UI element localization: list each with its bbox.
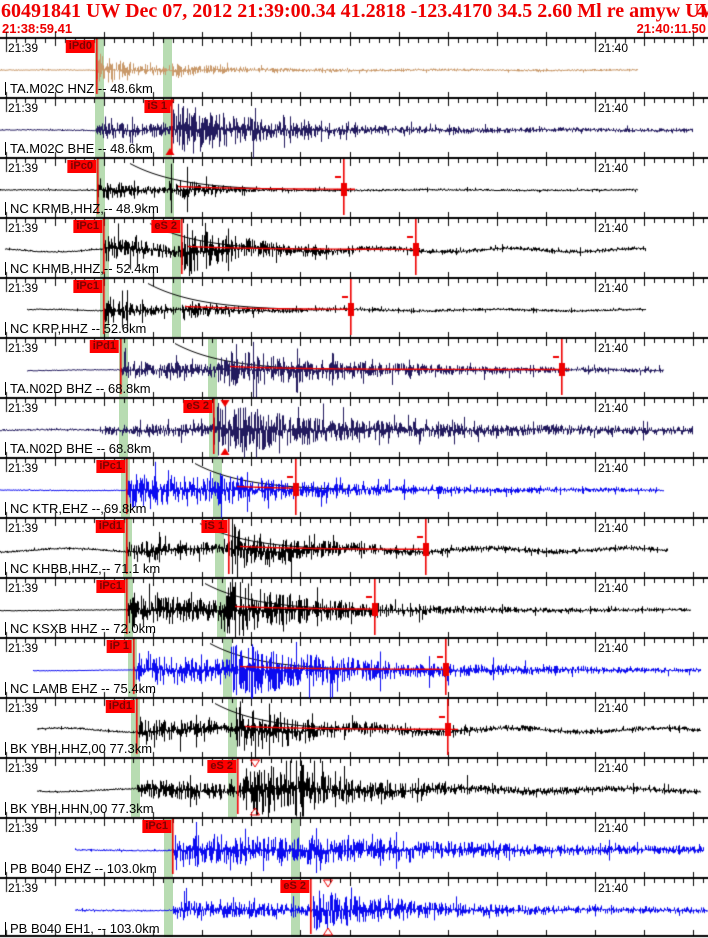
- phase-pick-label[interactable]: iPc1: [96, 460, 125, 473]
- trace-start-time: 21:39: [8, 221, 39, 235]
- station-label: BK YBH,HHZ,00 77.3km: [5, 742, 152, 755]
- phase-pick-label[interactable]: iP 1: [106, 640, 132, 653]
- phase-pick-label[interactable]: iPc1: [73, 280, 102, 293]
- station-label: BK YBH,HHN,00 77.3km: [5, 802, 154, 815]
- station-label: TA.M02C BHE -- 48.6km: [5, 142, 153, 155]
- phase-pick-label[interactable]: iPd0: [65, 40, 95, 53]
- phase-pick-label[interactable]: iS 1: [201, 520, 227, 533]
- phase-pick-label[interactable]: eS 2: [207, 760, 236, 773]
- trace-panel[interactable]: 21:39 21:40 NC KTR,EHZ --,69.8km iPc1: [0, 457, 708, 517]
- trace-start-time: 21:39: [8, 641, 39, 655]
- phase-pick-label[interactable]: iPc0: [67, 160, 96, 173]
- trace-start-time: 21:39: [8, 701, 39, 715]
- trace-minute-label: 21:40: [598, 821, 629, 835]
- station-label: NC KSXB HHZ -- 72.0km: [5, 622, 156, 635]
- station-label: TA.N02D BHE -- 68.8km: [5, 442, 151, 455]
- station-label: TA.M02C HNZ -- 48.6km: [5, 82, 153, 95]
- trace-panel[interactable]: 21:39 21:40 BK YBH,HHZ,00 77.3km iPd1: [0, 697, 708, 757]
- station-label: NC LAMB EHZ -- 75.4km: [5, 682, 156, 695]
- trace-panel[interactable]: 21:39 21:40 TA.N02D BHZ -- 68.8km iPd1: [0, 337, 708, 397]
- phase-pick-label[interactable]: iPc1: [142, 820, 171, 833]
- trace-panel[interactable]: 21:39 21:40 NC KRMB,HHZ,-- 48.9km iPc0: [0, 157, 708, 217]
- trace-minute-label: 21:40: [598, 41, 629, 55]
- trace-panel[interactable]: 21:39 21:40 PB B040 EH1, -- 103.0km eS 2: [0, 877, 708, 937]
- trace-start-time: 21:39: [8, 581, 39, 595]
- phase-pick-label[interactable]: eS 2: [183, 400, 212, 413]
- trace-minute-label: 21:40: [598, 641, 629, 655]
- trace-minute-label: 21:40: [598, 401, 629, 415]
- trace-minute-label: 21:40: [598, 461, 629, 475]
- trace-start-time: 21:39: [8, 341, 39, 355]
- phase-pick-label[interactable]: iPd1: [89, 340, 119, 353]
- trace-minute-label: 21:40: [598, 761, 629, 775]
- station-label: NC KHMB,HHZ,-- 52.4km: [5, 262, 159, 275]
- trace-panel[interactable]: 21:39 21:40 TA.M02C HNZ -- 48.6km iPd0: [0, 37, 708, 97]
- station-label: NC KHBB,HHZ,-- 71.1 km: [5, 562, 160, 575]
- phase-pick-label[interactable]: iPc1: [96, 580, 125, 593]
- trace-panel[interactable]: 21:39 21:40 NC LAMB EHZ -- 75.4km iP 1: [0, 637, 708, 697]
- trace-start-time: 21:39: [8, 881, 39, 895]
- trace-panel[interactable]: 21:39 21:40 NC KHBB,HHZ,-- 71.1 km iPd1 iS 1: [0, 517, 708, 577]
- trace-minute-label: 21:40: [598, 701, 629, 715]
- station-label: TA.N02D BHZ -- 68.8km: [5, 382, 151, 395]
- trace-start-time: 21:39: [8, 401, 39, 415]
- phase-pick-label[interactable]: eS 2: [151, 220, 180, 233]
- station-label: PB B040 EHZ -- 103.0km: [5, 862, 157, 875]
- station-label: PB B040 EH1, -- 103.0km: [5, 922, 160, 935]
- phase-pick-label[interactable]: eS 2: [280, 880, 309, 893]
- trace-start-time: 21:39: [8, 161, 39, 175]
- station-label: NC KRP,HHZ -- 52.6km: [5, 322, 146, 335]
- trace-panel[interactable]: 21:39 21:40 TA.M02C BHE -- 48.6km iS 1: [0, 97, 708, 157]
- trace-panel[interactable]: 21:39 21:40 TA.N02D BHE -- 68.8km eS 2: [0, 397, 708, 457]
- trace-start-time: 21:39: [8, 41, 39, 55]
- phase-pick-label[interactable]: iPd1: [105, 700, 135, 713]
- trace-minute-label: 21:40: [598, 161, 629, 175]
- trace-start-time: 21:39: [8, 761, 39, 775]
- trace-start-time: 21:39: [8, 281, 39, 295]
- trace-panel[interactable]: 21:39 21:40 NC KHMB,HHZ,-- 52.4km iPc1 eS 2: [0, 217, 708, 277]
- trace-minute-label: 21:40: [598, 881, 629, 895]
- trace-minute-label: 21:40: [598, 341, 629, 355]
- trace-start-time: 21:39: [8, 461, 39, 475]
- trace-minute-label: 21:40: [598, 221, 629, 235]
- trace-panel[interactable]: 21:39 21:40 PB B040 EHZ -- 103.0km iPc1: [0, 817, 708, 877]
- station-label: NC KTR,EHZ --,69.8km: [5, 502, 147, 515]
- trace-minute-label: 21:40: [598, 581, 629, 595]
- station-label: NC KRMB,HHZ,-- 48.9km: [5, 202, 159, 215]
- phase-pick-label[interactable]: iPd1: [95, 520, 125, 533]
- phase-pick-label[interactable]: iPc1: [73, 220, 102, 233]
- trace-minute-label: 21:40: [598, 521, 629, 535]
- trace-minute-label: 21:40: [598, 281, 629, 295]
- phase-pick-label[interactable]: iS 1: [144, 100, 170, 113]
- trace-panel[interactable]: 21:39 21:40 BK YBH,HHN,00 77.3km eS 2: [0, 757, 708, 817]
- trace-panel[interactable]: 21:39 21:40 NC KSXB HHZ -- 72.0km iPc1: [0, 577, 708, 637]
- trace-start-time: 21:39: [8, 521, 39, 535]
- trace-start-time: 21:39: [8, 101, 39, 115]
- trace-panel[interactable]: 21:39 21:40 NC KRP,HHZ -- 52.6km iPc1: [0, 277, 708, 337]
- trace-minute-label: 21:40: [598, 101, 629, 115]
- trace-start-time: 21:39: [8, 821, 39, 835]
